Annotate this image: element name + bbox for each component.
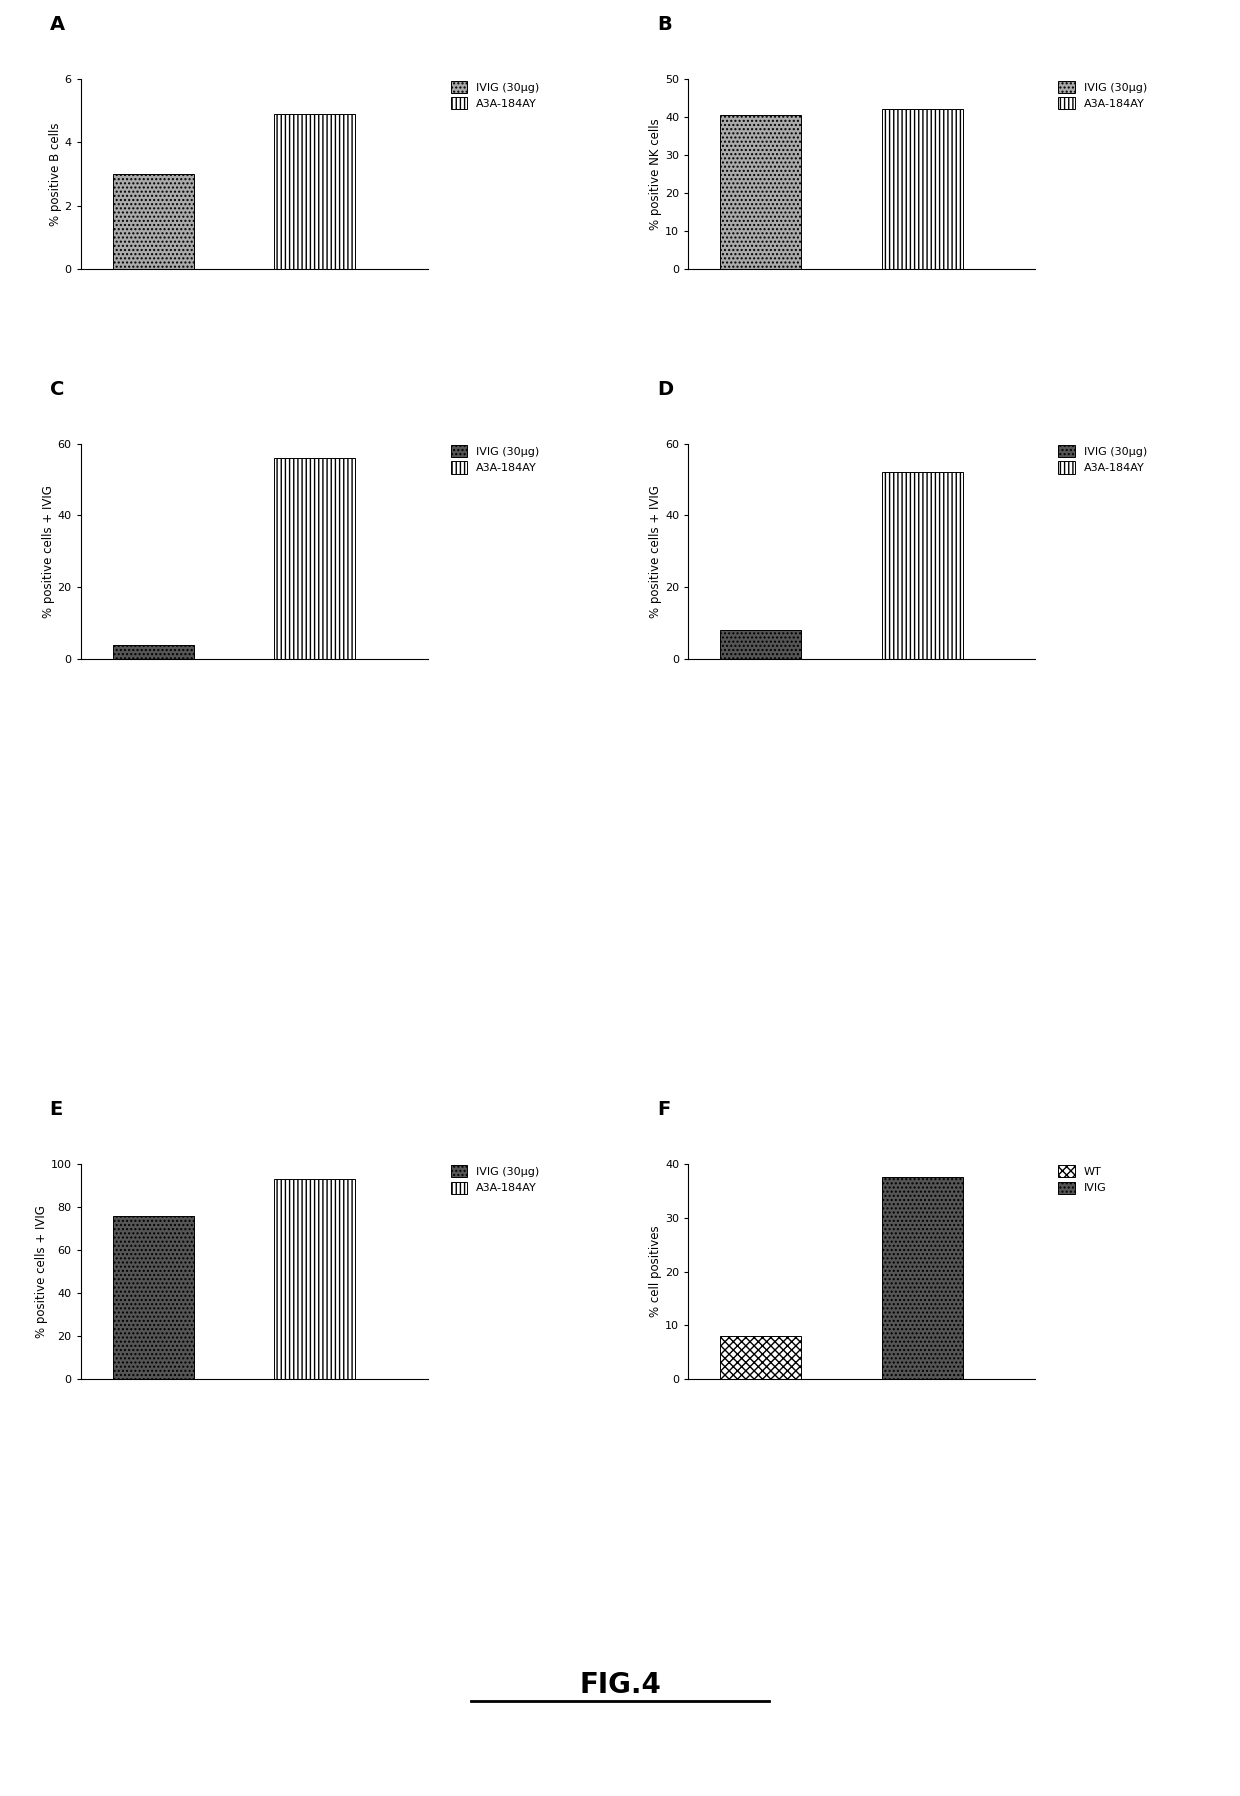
- Bar: [274, 458, 355, 659]
- Bar: [274, 113, 355, 269]
- Text: A: A: [50, 14, 64, 34]
- Text: D: D: [657, 379, 673, 399]
- Y-axis label: % cell positives: % cell positives: [650, 1225, 662, 1318]
- Y-axis label: % positive B cells: % positive B cells: [48, 122, 62, 226]
- Bar: [113, 174, 193, 269]
- Bar: [882, 110, 962, 269]
- Bar: [882, 1178, 962, 1379]
- Legend: IVIG (30μg), A3A-184AY: IVIG (30μg), A3A-184AY: [450, 1166, 539, 1194]
- Legend: IVIG (30μg), A3A-184AY: IVIG (30μg), A3A-184AY: [1058, 445, 1147, 474]
- Y-axis label: % positive cells + IVIG: % positive cells + IVIG: [650, 485, 662, 618]
- Bar: [113, 645, 193, 659]
- Y-axis label: % positive cells + IVIG: % positive cells + IVIG: [35, 1205, 48, 1338]
- Bar: [720, 630, 801, 659]
- Bar: [720, 115, 801, 269]
- Text: FIG.4: FIG.4: [579, 1670, 661, 1699]
- Text: F: F: [657, 1099, 671, 1119]
- Y-axis label: % positive NK cells: % positive NK cells: [650, 119, 662, 230]
- Bar: [720, 1336, 801, 1379]
- Text: E: E: [50, 1099, 63, 1119]
- Y-axis label: % positive cells + IVIG: % positive cells + IVIG: [42, 485, 55, 618]
- Text: B: B: [657, 14, 672, 34]
- Legend: IVIG (30μg), A3A-184AY: IVIG (30μg), A3A-184AY: [450, 445, 539, 474]
- Legend: IVIG (30μg), A3A-184AY: IVIG (30μg), A3A-184AY: [1058, 81, 1147, 110]
- Bar: [113, 1216, 193, 1379]
- Legend: WT, IVIG: WT, IVIG: [1058, 1166, 1106, 1194]
- Legend: IVIG (30μg), A3A-184AY: IVIG (30μg), A3A-184AY: [450, 81, 539, 110]
- Bar: [882, 472, 962, 659]
- Bar: [274, 1178, 355, 1379]
- Text: C: C: [50, 379, 64, 399]
